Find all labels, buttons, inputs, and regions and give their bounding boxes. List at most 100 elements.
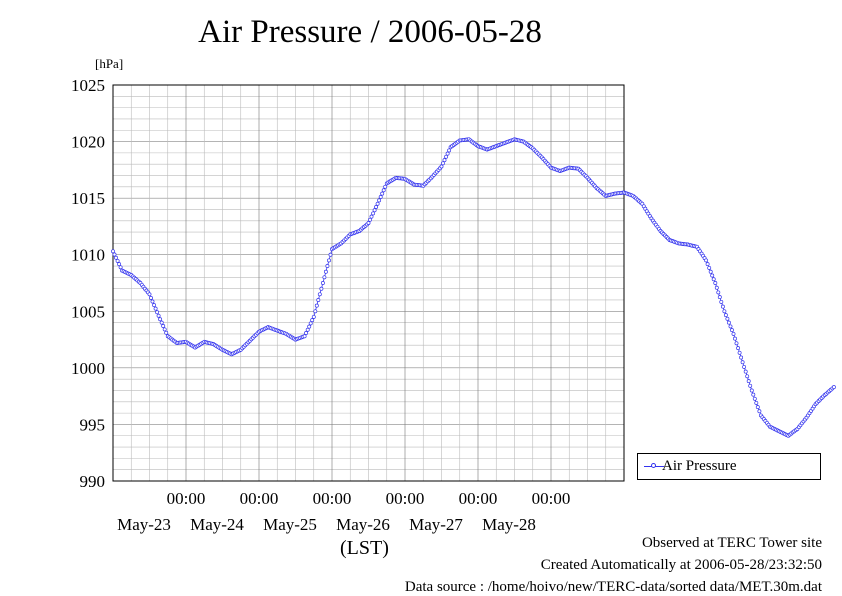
data-point xyxy=(305,327,310,332)
data-point xyxy=(366,221,371,225)
data-point xyxy=(304,331,309,335)
data-point xyxy=(149,295,153,300)
y-axis-ticks: 990 995 1000 1005 1010 1015 1020 1025 xyxy=(71,76,105,491)
data-point xyxy=(377,198,382,203)
data-point xyxy=(328,252,333,257)
data-point xyxy=(314,303,319,308)
x-tick-date: May-28 xyxy=(482,515,536,534)
data-point xyxy=(711,277,716,282)
data-point xyxy=(383,184,388,189)
y-tick-label: 1000 xyxy=(71,359,105,378)
data-point xyxy=(164,330,169,335)
data-point xyxy=(156,313,161,318)
data-point xyxy=(118,265,123,270)
data-point xyxy=(317,292,322,297)
data-point xyxy=(378,195,383,199)
data-point xyxy=(751,392,756,397)
data-point xyxy=(307,324,312,329)
data-point xyxy=(155,310,160,315)
data-point xyxy=(311,314,316,319)
legend-label: Air Pressure xyxy=(662,458,737,474)
x-axis-label: (LST) xyxy=(340,537,389,559)
y-tick-label: 1005 xyxy=(71,302,105,321)
data-point xyxy=(717,295,722,300)
data-point xyxy=(755,405,760,410)
data-point xyxy=(381,188,386,193)
data-point xyxy=(748,383,753,388)
data-point xyxy=(726,320,731,325)
y-tick-label: 1015 xyxy=(71,189,105,208)
data-point xyxy=(313,309,318,314)
data-point xyxy=(445,151,450,156)
data-point xyxy=(152,303,157,308)
series-line-air-pressure xyxy=(112,138,835,437)
x-axis-ticks: 00:00 May-23 00:00 May-24 00:00 May-25 00:00 Ma… xyxy=(117,489,570,534)
data-point xyxy=(707,265,712,270)
legend: Air Pressure xyxy=(637,453,821,480)
data-point xyxy=(112,252,117,257)
x-tick-date: May-25 xyxy=(263,515,317,534)
data-point xyxy=(372,208,377,213)
data-point xyxy=(705,262,710,267)
data-point xyxy=(380,191,385,196)
data-point xyxy=(310,318,315,323)
data-point xyxy=(320,281,325,285)
x-tick-time: 00:00 xyxy=(240,489,279,508)
legend-marker-icon xyxy=(651,463,656,468)
data-point xyxy=(319,286,324,291)
data-point xyxy=(752,396,757,401)
data-point xyxy=(734,341,739,346)
y-axis-label: [hPa] xyxy=(95,56,123,71)
data-point xyxy=(368,217,372,222)
data-point xyxy=(730,328,734,333)
footer-observed: Observed at TERC Tower site xyxy=(641,535,822,551)
data-point xyxy=(728,324,733,329)
x-tick-date: May-27 xyxy=(409,515,463,534)
x-tick-time: 00:00 xyxy=(167,489,206,508)
x-tick-date: May-24 xyxy=(190,515,244,534)
data-point xyxy=(441,161,445,166)
data-point xyxy=(740,360,745,365)
data-point xyxy=(736,346,741,351)
data-point xyxy=(302,334,307,339)
data-point xyxy=(719,299,724,304)
data-point xyxy=(831,385,836,390)
y-tick-label: 1025 xyxy=(71,76,105,95)
data-point xyxy=(704,258,709,263)
data-point xyxy=(757,409,762,414)
data-point xyxy=(710,273,715,278)
x-tick-time: 00:00 xyxy=(386,489,425,508)
data-point xyxy=(720,304,725,309)
x-tick-time: 00:00 xyxy=(459,489,498,508)
data-point xyxy=(737,350,742,355)
plot-frame xyxy=(112,84,625,482)
data-point xyxy=(714,285,719,290)
data-point xyxy=(725,316,730,321)
data-point xyxy=(731,331,736,336)
data-point xyxy=(708,269,713,274)
data-point xyxy=(716,290,721,295)
y-tick-label: 1010 xyxy=(71,246,105,265)
data-point xyxy=(739,355,744,360)
data-point xyxy=(733,336,737,341)
data-point xyxy=(743,369,748,374)
data-point xyxy=(159,320,164,325)
series-points xyxy=(111,137,836,438)
data-point xyxy=(723,313,728,318)
data-point xyxy=(722,309,727,314)
data-point xyxy=(371,211,376,216)
y-tick-label: 995 xyxy=(80,415,106,434)
data-point xyxy=(374,205,379,209)
data-point xyxy=(114,255,118,260)
x-tick-time: 00:00 xyxy=(532,489,571,508)
data-point xyxy=(375,201,380,206)
data-point xyxy=(447,148,452,153)
data-point xyxy=(742,364,747,369)
data-point xyxy=(442,158,447,163)
grid-lines xyxy=(112,84,625,482)
footer-source: Data source : /home/hoivo/new/TERC-data/… xyxy=(404,579,822,595)
data-point xyxy=(745,374,750,379)
data-point xyxy=(444,154,449,159)
data-point xyxy=(754,400,759,405)
